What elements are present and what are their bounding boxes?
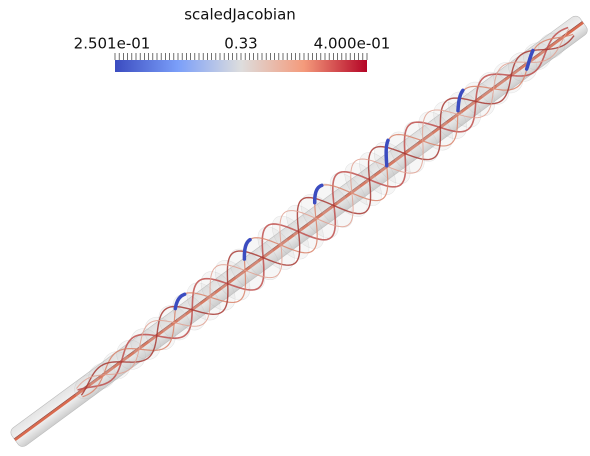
render-view: scaledJacobian 2.501e-01 0.33 4.000e-01: [0, 0, 590, 452]
page: scaledJacobian 2.501e-01 0.33 4.000e-01 …: [0, 0, 590, 452]
colorbar-label: 2.501e-01: [74, 35, 151, 53]
colorbar-ticks: [115, 53, 367, 60]
colorbar-label: 0.33: [224, 35, 257, 53]
colorbar-label: 4.000e-01: [314, 35, 391, 53]
colorbar-title: scaledJacobian: [184, 6, 296, 24]
colorbar: [115, 60, 367, 72]
